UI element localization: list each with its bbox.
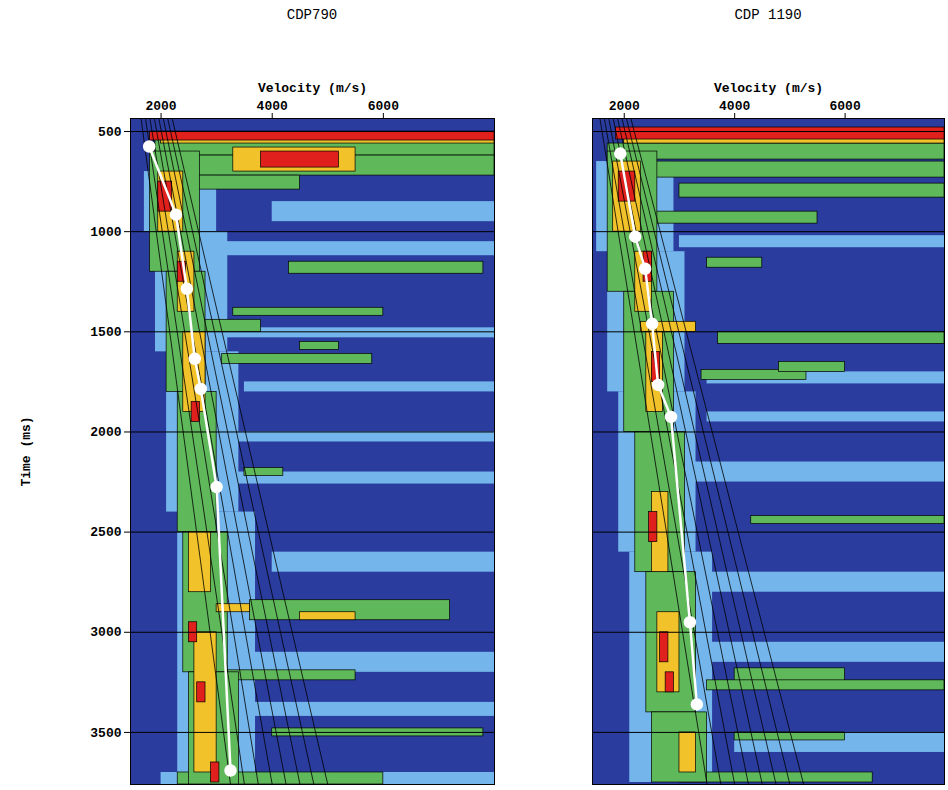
- svg-text:4000: 4000: [257, 99, 288, 114]
- svg-text:3500: 3500: [90, 726, 121, 741]
- html-text:CDP790: CDP790: [286, 7, 338, 23]
- svg-text:Velocity (m/s): Velocity (m/s): [714, 81, 823, 96]
- svg-text:Velocity (m/s): Velocity (m/s): [258, 81, 367, 96]
- svg-text:Time (ms): Time (ms): [19, 416, 34, 486]
- svg-text:2000: 2000: [90, 425, 121, 440]
- svg-text:2000: 2000: [145, 99, 176, 114]
- svg-text:6000: 6000: [830, 99, 861, 114]
- svg-text:2000: 2000: [609, 99, 640, 114]
- svg-text:6000: 6000: [368, 99, 399, 114]
- svg-text:4000: 4000: [719, 99, 750, 114]
- svg-text:500: 500: [98, 125, 122, 140]
- svg-text:1000: 1000: [90, 225, 121, 240]
- svg-text:2500: 2500: [90, 525, 121, 540]
- html-text:CDP 1190: CDP 1190: [734, 7, 802, 23]
- svg-text:3000: 3000: [90, 625, 121, 640]
- svg-text:1500: 1500: [90, 325, 121, 340]
